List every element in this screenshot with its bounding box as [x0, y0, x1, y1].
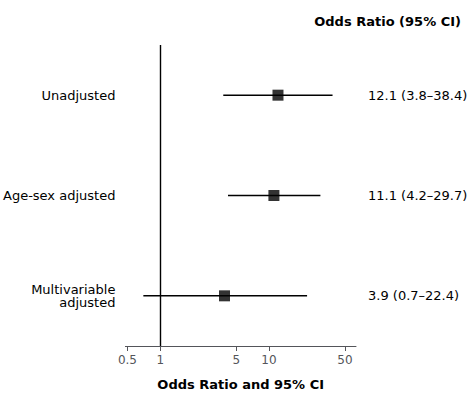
svg-text:Odds Ratio (95% CI): Odds Ratio (95% CI)	[314, 14, 461, 29]
svg-text:0.5: 0.5	[118, 353, 137, 367]
svg-text:1: 1	[156, 353, 164, 367]
svg-text:11.1 (4.2–29.7): 11.1 (4.2–29.7)	[368, 188, 467, 203]
svg-text:12.1 (3.8–38.4): 12.1 (3.8–38.4)	[368, 88, 467, 103]
svg-text:5: 5	[232, 353, 240, 367]
svg-text:adjusted: adjusted	[59, 295, 115, 310]
svg-text:Age-sex adjusted: Age-sex adjusted	[3, 188, 115, 203]
svg-text:Unadjusted: Unadjusted	[41, 88, 115, 103]
svg-text:Multivariable: Multivariable	[31, 281, 116, 297]
svg-text:Odds Ratio and 95% CI: Odds Ratio and 95% CI	[157, 377, 324, 392]
svg-text:50: 50	[337, 353, 352, 367]
svg-text:10: 10	[261, 353, 276, 367]
svg-text:3.9 (0.7–22.4): 3.9 (0.7–22.4)	[368, 288, 459, 303]
